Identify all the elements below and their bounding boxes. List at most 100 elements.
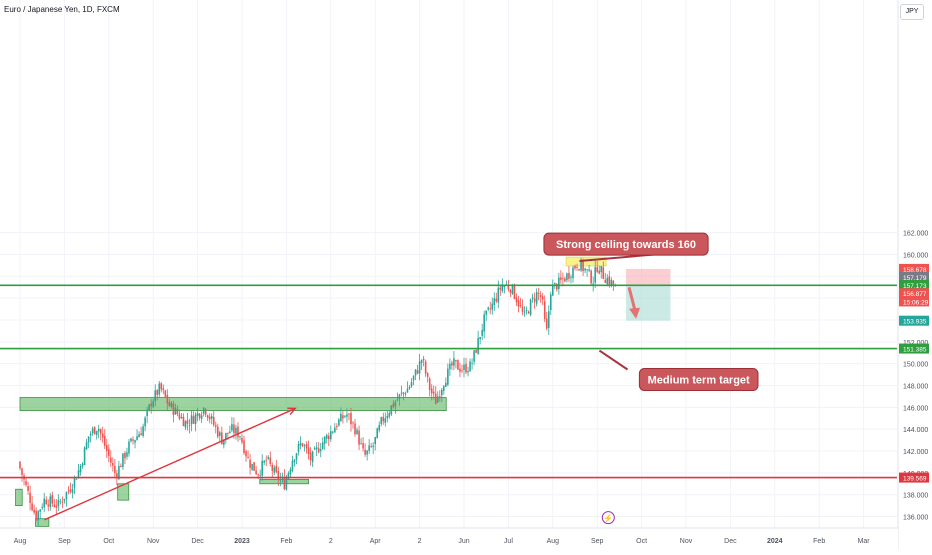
candle-body [27, 486, 29, 491]
candle-body [523, 311, 526, 313]
candle [263, 459, 265, 466]
candle-body [327, 435, 330, 440]
candle-body [110, 457, 112, 463]
candle [188, 418, 191, 434]
candle-body [344, 416, 346, 418]
candle-body [574, 265, 576, 269]
y-tick-label: 162.000 [903, 231, 928, 238]
candle [269, 451, 272, 467]
candle-body [489, 308, 492, 310]
candle [445, 377, 447, 387]
candle-body [424, 361, 427, 374]
candle [354, 419, 356, 437]
price-label-bg [899, 315, 929, 326]
candle [334, 423, 336, 433]
candle [142, 423, 144, 438]
candle-body [138, 434, 140, 438]
x-tick-label: Nov [147, 538, 160, 545]
candle-body [223, 439, 225, 445]
candle-body [420, 360, 423, 363]
candle [602, 261, 605, 280]
candle-body [118, 465, 120, 480]
currency-selector[interactable]: JPY [900, 4, 924, 20]
candle [65, 491, 68, 507]
grid-lines [0, 0, 897, 528]
callout-text: Strong ceiling towards 160 [556, 239, 696, 251]
candle-body [192, 416, 195, 424]
candle-body [148, 404, 150, 410]
candle-body [533, 298, 536, 302]
candle-body [49, 496, 52, 507]
candle-body [73, 477, 76, 488]
candle-body [41, 506, 43, 509]
candle-body [416, 370, 419, 374]
candle [91, 426, 94, 436]
candle [537, 287, 540, 301]
candle [519, 297, 522, 308]
candle [112, 457, 114, 472]
candle [552, 279, 554, 296]
candle [410, 378, 413, 388]
candle-body [311, 451, 314, 463]
candle-body [346, 414, 348, 417]
candle [245, 449, 247, 462]
x-tick-label: Feb [280, 538, 292, 545]
candle-body [511, 284, 514, 294]
candle [523, 306, 526, 317]
candle-body [495, 298, 498, 302]
candle-body [483, 314, 485, 332]
candle [596, 260, 598, 274]
candle [499, 284, 502, 296]
x-tick-label: Sep [58, 538, 71, 545]
y-tick-label: 152.000 [903, 340, 928, 347]
demand-box-2 [35, 518, 50, 527]
candle-body [485, 310, 487, 315]
candle [479, 336, 481, 345]
candle-body [101, 433, 104, 438]
candle [279, 472, 282, 487]
candle-body [499, 287, 502, 290]
callout-text: Medium term target [648, 374, 750, 386]
candle [350, 407, 352, 432]
price-label-bg [899, 296, 929, 307]
candle-body [136, 436, 138, 440]
y-tick-label: 138.000 [903, 493, 928, 500]
candle-body [519, 305, 522, 307]
candle [168, 398, 171, 407]
candle [360, 438, 362, 445]
candle [148, 403, 150, 412]
candle-body [188, 425, 191, 427]
candle-body [97, 428, 100, 432]
candle-body [572, 267, 574, 279]
candle-body [180, 416, 183, 419]
candle-body [95, 430, 98, 435]
candle-body [47, 504, 50, 507]
candle-body [162, 388, 165, 391]
candle [521, 299, 524, 316]
candle [364, 443, 366, 457]
candle-body [83, 447, 86, 466]
candle-body [134, 440, 136, 443]
candle [424, 359, 427, 377]
candle-body [525, 310, 528, 312]
candle-body [449, 363, 451, 370]
candle-body [299, 443, 302, 446]
candle-body [406, 388, 409, 393]
candle [453, 350, 455, 371]
candle-body [251, 464, 253, 470]
candle [412, 375, 415, 386]
candle-body [247, 456, 249, 458]
candle-body [334, 427, 336, 433]
candle [196, 407, 199, 422]
candle [416, 365, 419, 375]
time-axis-bg [0, 528, 898, 550]
callout-pointer [598, 349, 629, 371]
candle [467, 367, 469, 377]
candle-body [386, 415, 389, 419]
candle [261, 454, 263, 481]
candle-body [202, 407, 205, 414]
candle [51, 491, 54, 507]
candle [543, 295, 546, 323]
